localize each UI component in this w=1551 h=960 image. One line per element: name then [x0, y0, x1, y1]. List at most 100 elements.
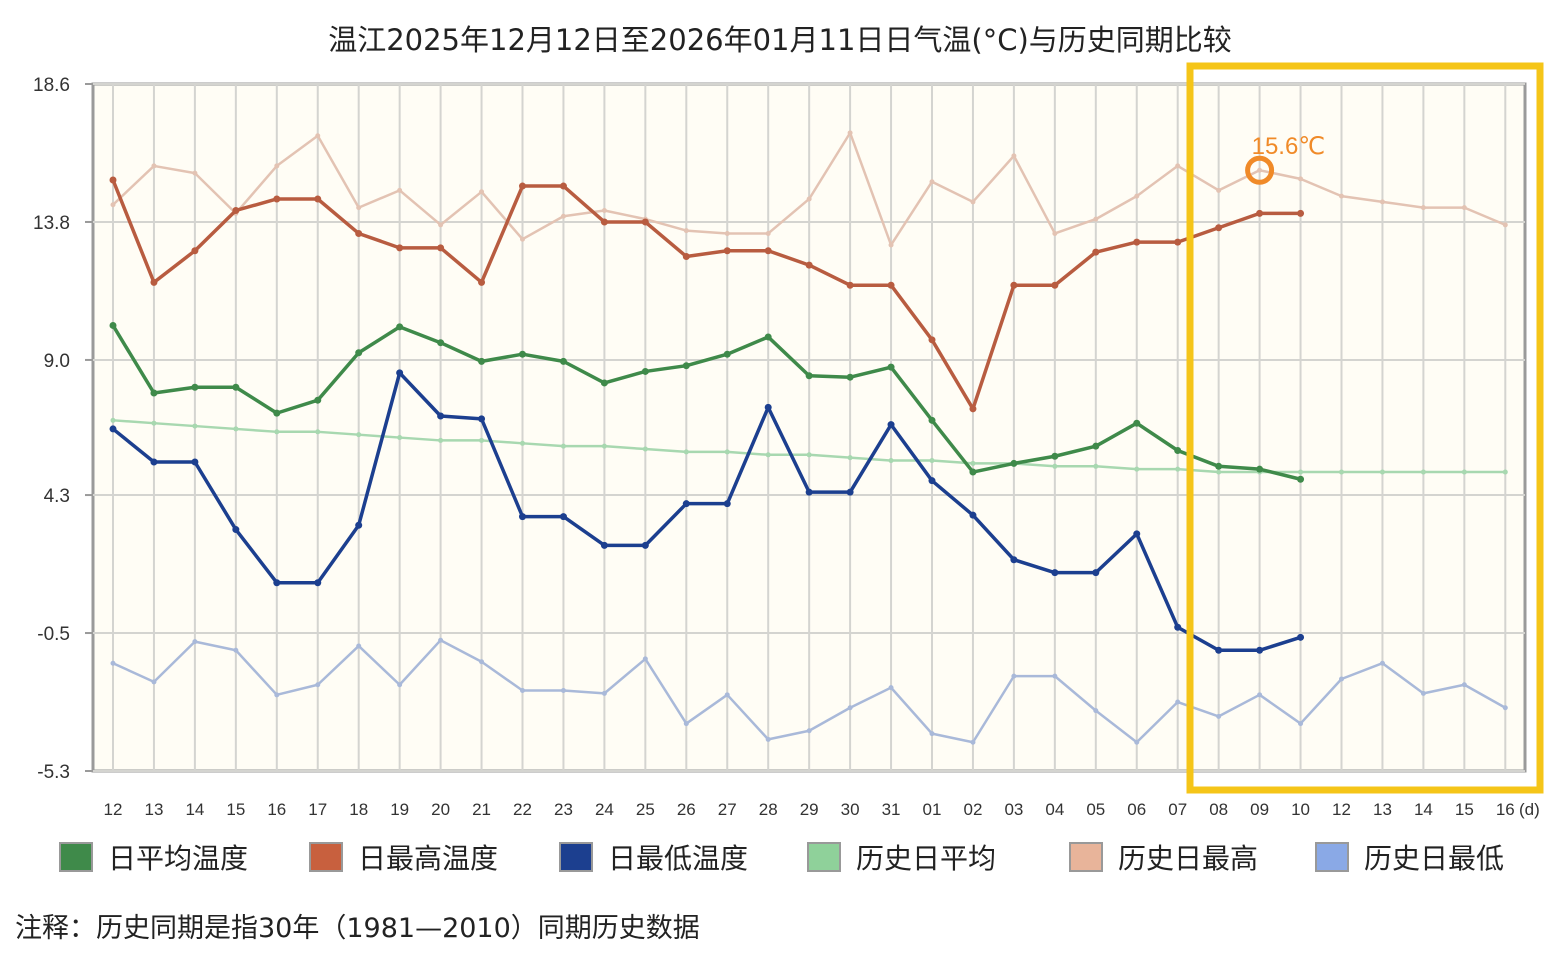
data-point [192, 170, 198, 176]
data-point [356, 205, 362, 211]
x-tick-label: 24 [595, 800, 614, 819]
data-point [1174, 238, 1182, 246]
x-tick-label: 30 [841, 800, 860, 819]
data-point [559, 357, 567, 365]
data-point [1010, 459, 1018, 467]
data-point [641, 367, 649, 375]
annotation: 15.6℃ [1245, 133, 1326, 185]
data-point [397, 435, 403, 441]
series-1 [109, 176, 1305, 413]
data-point [273, 195, 281, 203]
legend-label: 历史日最高 [1118, 842, 1258, 875]
data-point [641, 218, 649, 226]
data-point [805, 488, 813, 496]
data-point [806, 728, 812, 734]
x-tick-label: 20 [431, 800, 450, 819]
data-point [396, 369, 404, 377]
x-tick-label: 08 [1209, 800, 1228, 819]
data-point [397, 187, 403, 193]
data-point [1215, 462, 1223, 470]
x-tick-label: 31 [882, 800, 901, 819]
data-point [765, 452, 771, 458]
data-point [1133, 530, 1141, 538]
data-point [560, 213, 566, 219]
y-axis: 18.6 13.8 9.0 4.3 -0.5 -5.3 [33, 75, 93, 783]
data-point [1379, 660, 1385, 666]
x-tick-label: 12 [1332, 800, 1351, 819]
data-point [928, 477, 936, 485]
data-point [642, 446, 648, 452]
data-point [682, 362, 690, 370]
data-point [314, 396, 322, 404]
chart-title: 温江2025年12月12日至2026年01月11日日气温(°C)与历史同期比较 [328, 23, 1232, 57]
data-point [846, 281, 854, 289]
series-0 [109, 321, 1305, 483]
y-tick-label: 9.0 [44, 351, 70, 372]
data-point [600, 541, 608, 549]
data-point [724, 692, 730, 698]
x-tick-label: 14 [1414, 800, 1433, 819]
x-tick-label: 18 [349, 800, 368, 819]
data-point [191, 383, 199, 391]
data-point [929, 179, 935, 185]
data-point [1216, 469, 1222, 475]
data-point [764, 333, 772, 341]
x-tick-label: 07 [1168, 800, 1187, 819]
data-point [1134, 193, 1140, 199]
data-point [1052, 673, 1058, 679]
data-point [396, 244, 404, 252]
data-point [1093, 216, 1099, 222]
data-point [1297, 209, 1305, 217]
data-point [1092, 248, 1100, 256]
data-point [191, 247, 199, 255]
data-point [1052, 230, 1058, 236]
data-point [1134, 466, 1140, 472]
data-point [1298, 176, 1304, 182]
data-point [438, 437, 444, 443]
data-point [1297, 475, 1305, 483]
data-point [1297, 633, 1305, 641]
data-point [274, 692, 280, 698]
annotation-marker [1245, 155, 1275, 185]
x-tick-label: 01 [923, 800, 942, 819]
data-point [559, 513, 567, 521]
x-tick-label: 06 [1127, 800, 1146, 819]
data-point [1174, 446, 1182, 454]
data-point [315, 133, 321, 139]
data-point [888, 685, 894, 691]
data-point [929, 458, 935, 464]
data-point [601, 207, 607, 213]
data-point [683, 721, 689, 727]
data-point [233, 647, 239, 653]
data-point [478, 357, 486, 365]
legend-label: 历史日平均 [856, 842, 996, 875]
y-tick-label: 18.6 [33, 75, 70, 96]
data-point [1093, 463, 1099, 469]
data-point [1134, 739, 1140, 745]
data-point [437, 412, 445, 420]
data-point [109, 321, 117, 329]
x-tick-label: 23 [554, 800, 573, 819]
data-point [519, 350, 526, 358]
annotation-label: 15.6℃ [1252, 133, 1326, 160]
x-tick-label: 09 [1250, 800, 1269, 819]
data-point [888, 242, 894, 248]
data-point [273, 579, 281, 587]
data-point [887, 281, 895, 289]
data-point [1175, 466, 1181, 472]
data-point [314, 579, 322, 587]
legend-swatch [559, 842, 593, 872]
data-point [559, 182, 567, 190]
data-point [355, 229, 363, 237]
data-point [151, 163, 157, 169]
data-point [479, 437, 485, 443]
data-point [806, 452, 812, 458]
data-point [397, 682, 403, 688]
data-point [805, 372, 813, 380]
legend: 日平均温度 日最高温度 日最低温度 历史日平均 历史日最高 历史日最低 [59, 842, 1504, 875]
data-point [1092, 442, 1100, 450]
x-tick-label: 17 [308, 800, 327, 819]
y-tick-label: 13.8 [33, 213, 70, 234]
data-point [478, 415, 486, 423]
data-point [1175, 699, 1181, 705]
